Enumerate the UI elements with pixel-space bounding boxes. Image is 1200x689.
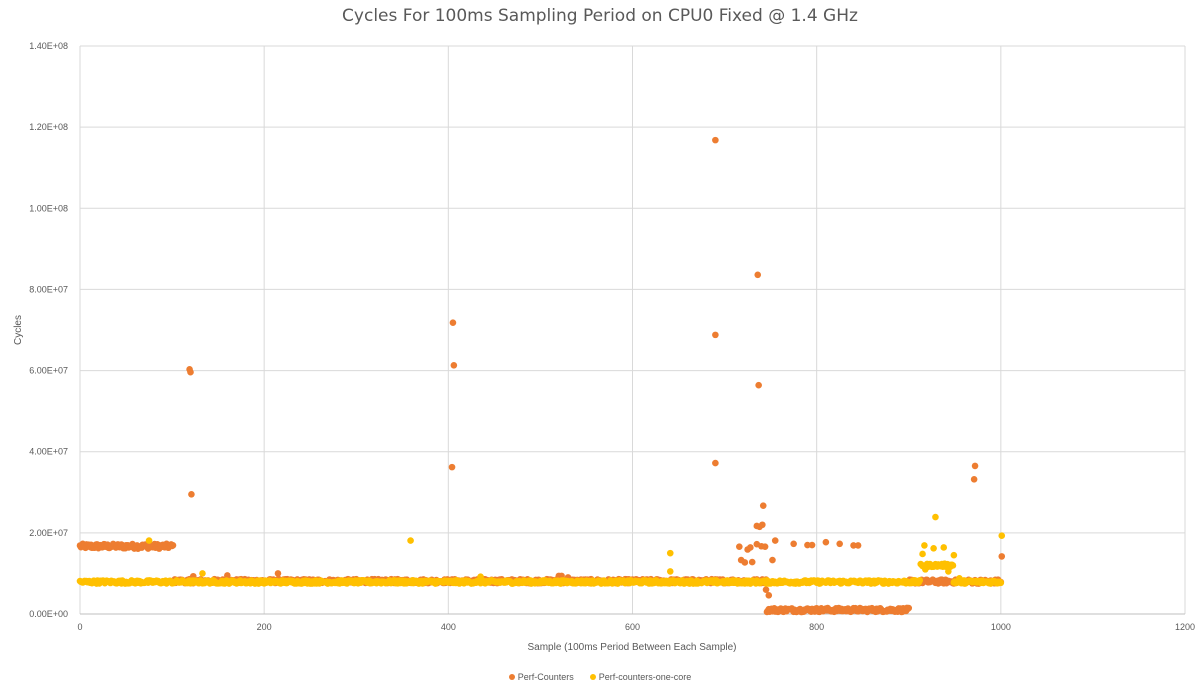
data-points <box>76 136 1006 616</box>
point-perf-counters-one-core <box>945 568 952 575</box>
point-perf-counters-one-core <box>997 579 1005 587</box>
legend-item-perf-counters-one-core[interactable]: Perf-counters-one-core <box>589 672 692 682</box>
point-perf-counters-one-core <box>477 573 484 580</box>
point-perf-counters <box>169 542 177 549</box>
legend-label: Perf-counters-one-core <box>598 672 692 682</box>
point-perf-counters-one-core <box>916 577 924 584</box>
point-perf-counters <box>759 521 766 529</box>
point-perf-counters-one-core <box>921 542 928 549</box>
point-perf-counters-one-core <box>956 574 963 582</box>
chart-title: Cycles For 100ms Sampling Period on CPU0… <box>342 6 858 26</box>
point-perf-counters <box>854 542 862 549</box>
point-perf-counters <box>836 540 843 548</box>
point-perf-counters <box>448 463 456 471</box>
point-perf-counters <box>822 538 830 546</box>
point-perf-counters <box>748 558 756 566</box>
legend-marker-perf-counters <box>508 674 515 680</box>
y-tick-label: 4.00E+07 <box>29 447 68 457</box>
point-perf-counters <box>808 541 816 549</box>
point-perf-counters <box>736 543 743 550</box>
point-perf-counters-one-core <box>998 532 1006 539</box>
point-perf-counters <box>712 136 719 144</box>
point-perf-counters-one-core <box>407 537 414 544</box>
point-perf-counters-one-core <box>145 537 153 544</box>
legend: Perf-Counters Perf-counters-one-core <box>0 672 1200 682</box>
x-tick-label: 0 <box>77 622 82 632</box>
point-perf-counters <box>971 462 979 470</box>
y-axis-title: Cycles <box>13 315 24 345</box>
series-1 <box>76 513 1006 587</box>
x-axis-title: Sample (100ms Period Between Each Sample… <box>528 642 737 653</box>
y-tick-label: 1.00E+08 <box>29 203 68 213</box>
point-perf-counters <box>761 543 769 550</box>
y-tick-label: 1.40E+08 <box>29 41 68 51</box>
y-tick-label: 1.20E+08 <box>29 122 68 132</box>
point-perf-counters-one-core <box>666 568 674 575</box>
gridlines <box>79 45 1186 615</box>
point-perf-counters <box>970 476 978 483</box>
x-tick-label: 1200 <box>1175 622 1195 632</box>
point-perf-counters <box>188 491 195 498</box>
point-perf-counters-one-core <box>922 566 929 573</box>
point-perf-counters <box>771 537 779 544</box>
point-perf-counters <box>274 570 282 577</box>
point-perf-counters <box>762 586 770 593</box>
point-perf-counters-one-core <box>199 570 206 577</box>
x-tick-labels: 0 200 400 600 800 1000 1200 <box>77 622 1195 632</box>
x-tick-label: 400 <box>441 622 456 632</box>
x-tick-label: 800 <box>809 622 824 632</box>
point-perf-counters <box>712 331 719 339</box>
point-perf-counters <box>998 553 1006 560</box>
point-perf-counters <box>905 604 913 612</box>
x-tick-label: 1000 <box>991 622 1011 632</box>
point-perf-counters <box>765 592 773 599</box>
legend-item-perf-counters[interactable]: Perf-Counters <box>508 672 574 682</box>
point-perf-counters <box>224 572 231 579</box>
point-perf-counters <box>187 368 194 376</box>
x-tick-label: 200 <box>257 622 272 632</box>
legend-label: Perf-Counters <box>517 672 574 682</box>
point-perf-counters <box>712 459 719 467</box>
point-perf-counters-one-core <box>940 544 948 551</box>
point-perf-counters-one-core <box>950 551 958 559</box>
point-perf-counters <box>769 556 776 564</box>
legend-marker-perf-counters-one-core <box>589 674 596 680</box>
point-perf-counters-one-core <box>919 550 926 558</box>
point-perf-counters <box>754 271 762 279</box>
point-perf-counters <box>850 542 857 549</box>
point-perf-counters-one-core <box>932 513 939 521</box>
y-tick-label: 8.00E+07 <box>29 284 68 294</box>
point-perf-counters <box>804 541 811 549</box>
y-tick-label: 0.00E+00 <box>29 609 68 619</box>
point-perf-counters-one-core <box>930 544 937 552</box>
point-perf-counters <box>755 381 762 389</box>
point-perf-counters <box>747 544 754 551</box>
point-perf-counters <box>741 559 749 566</box>
x-tick-label: 600 <box>625 622 640 632</box>
point-perf-counters <box>790 540 797 548</box>
y-tick-labels: 0.00E+00 2.00E+07 4.00E+07 6.00E+07 8.00E+07… <box>29 41 68 619</box>
point-perf-counters-one-core <box>949 562 957 569</box>
y-tick-label: 6.00E+07 <box>29 366 68 376</box>
point-perf-counters <box>759 502 767 509</box>
point-perf-counters <box>449 319 457 326</box>
point-perf-counters <box>450 361 458 369</box>
y-tick-label: 2.00E+07 <box>29 528 68 538</box>
point-perf-counters-one-core <box>666 549 674 557</box>
